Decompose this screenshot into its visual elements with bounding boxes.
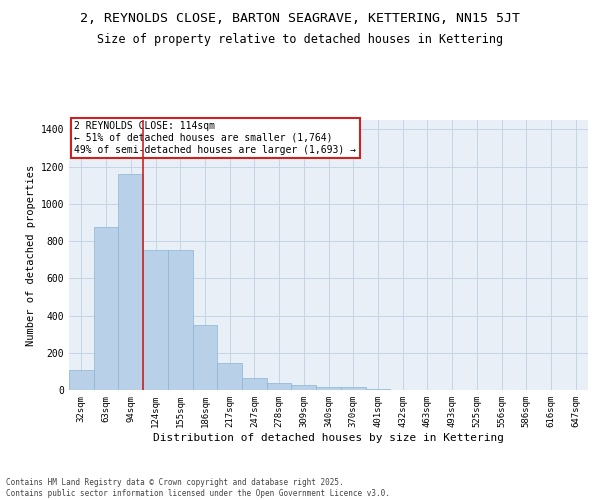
Bar [341,387,365,390]
X-axis label: Distribution of detached houses by size in Kettering: Distribution of detached houses by size … [153,432,504,442]
Text: 2, REYNOLDS CLOSE, BARTON SEAGRAVE, KETTERING, NN15 5JT: 2, REYNOLDS CLOSE, BARTON SEAGRAVE, KETT… [80,12,520,26]
Bar [267,383,292,390]
Bar [316,386,341,390]
Bar [242,378,267,390]
Bar [143,250,168,390]
Bar [217,363,242,390]
Bar [69,370,94,390]
Y-axis label: Number of detached properties: Number of detached properties [26,164,37,346]
Text: Size of property relative to detached houses in Kettering: Size of property relative to detached ho… [97,32,503,46]
Bar [94,227,118,390]
Text: 2 REYNOLDS CLOSE: 114sqm
← 51% of detached houses are smaller (1,764)
49% of sem: 2 REYNOLDS CLOSE: 114sqm ← 51% of detach… [74,122,356,154]
Text: Contains HM Land Registry data © Crown copyright and database right 2025.
Contai: Contains HM Land Registry data © Crown c… [6,478,390,498]
Bar [292,386,316,390]
Bar [193,325,217,390]
Bar [118,174,143,390]
Bar [365,388,390,390]
Bar [168,250,193,390]
